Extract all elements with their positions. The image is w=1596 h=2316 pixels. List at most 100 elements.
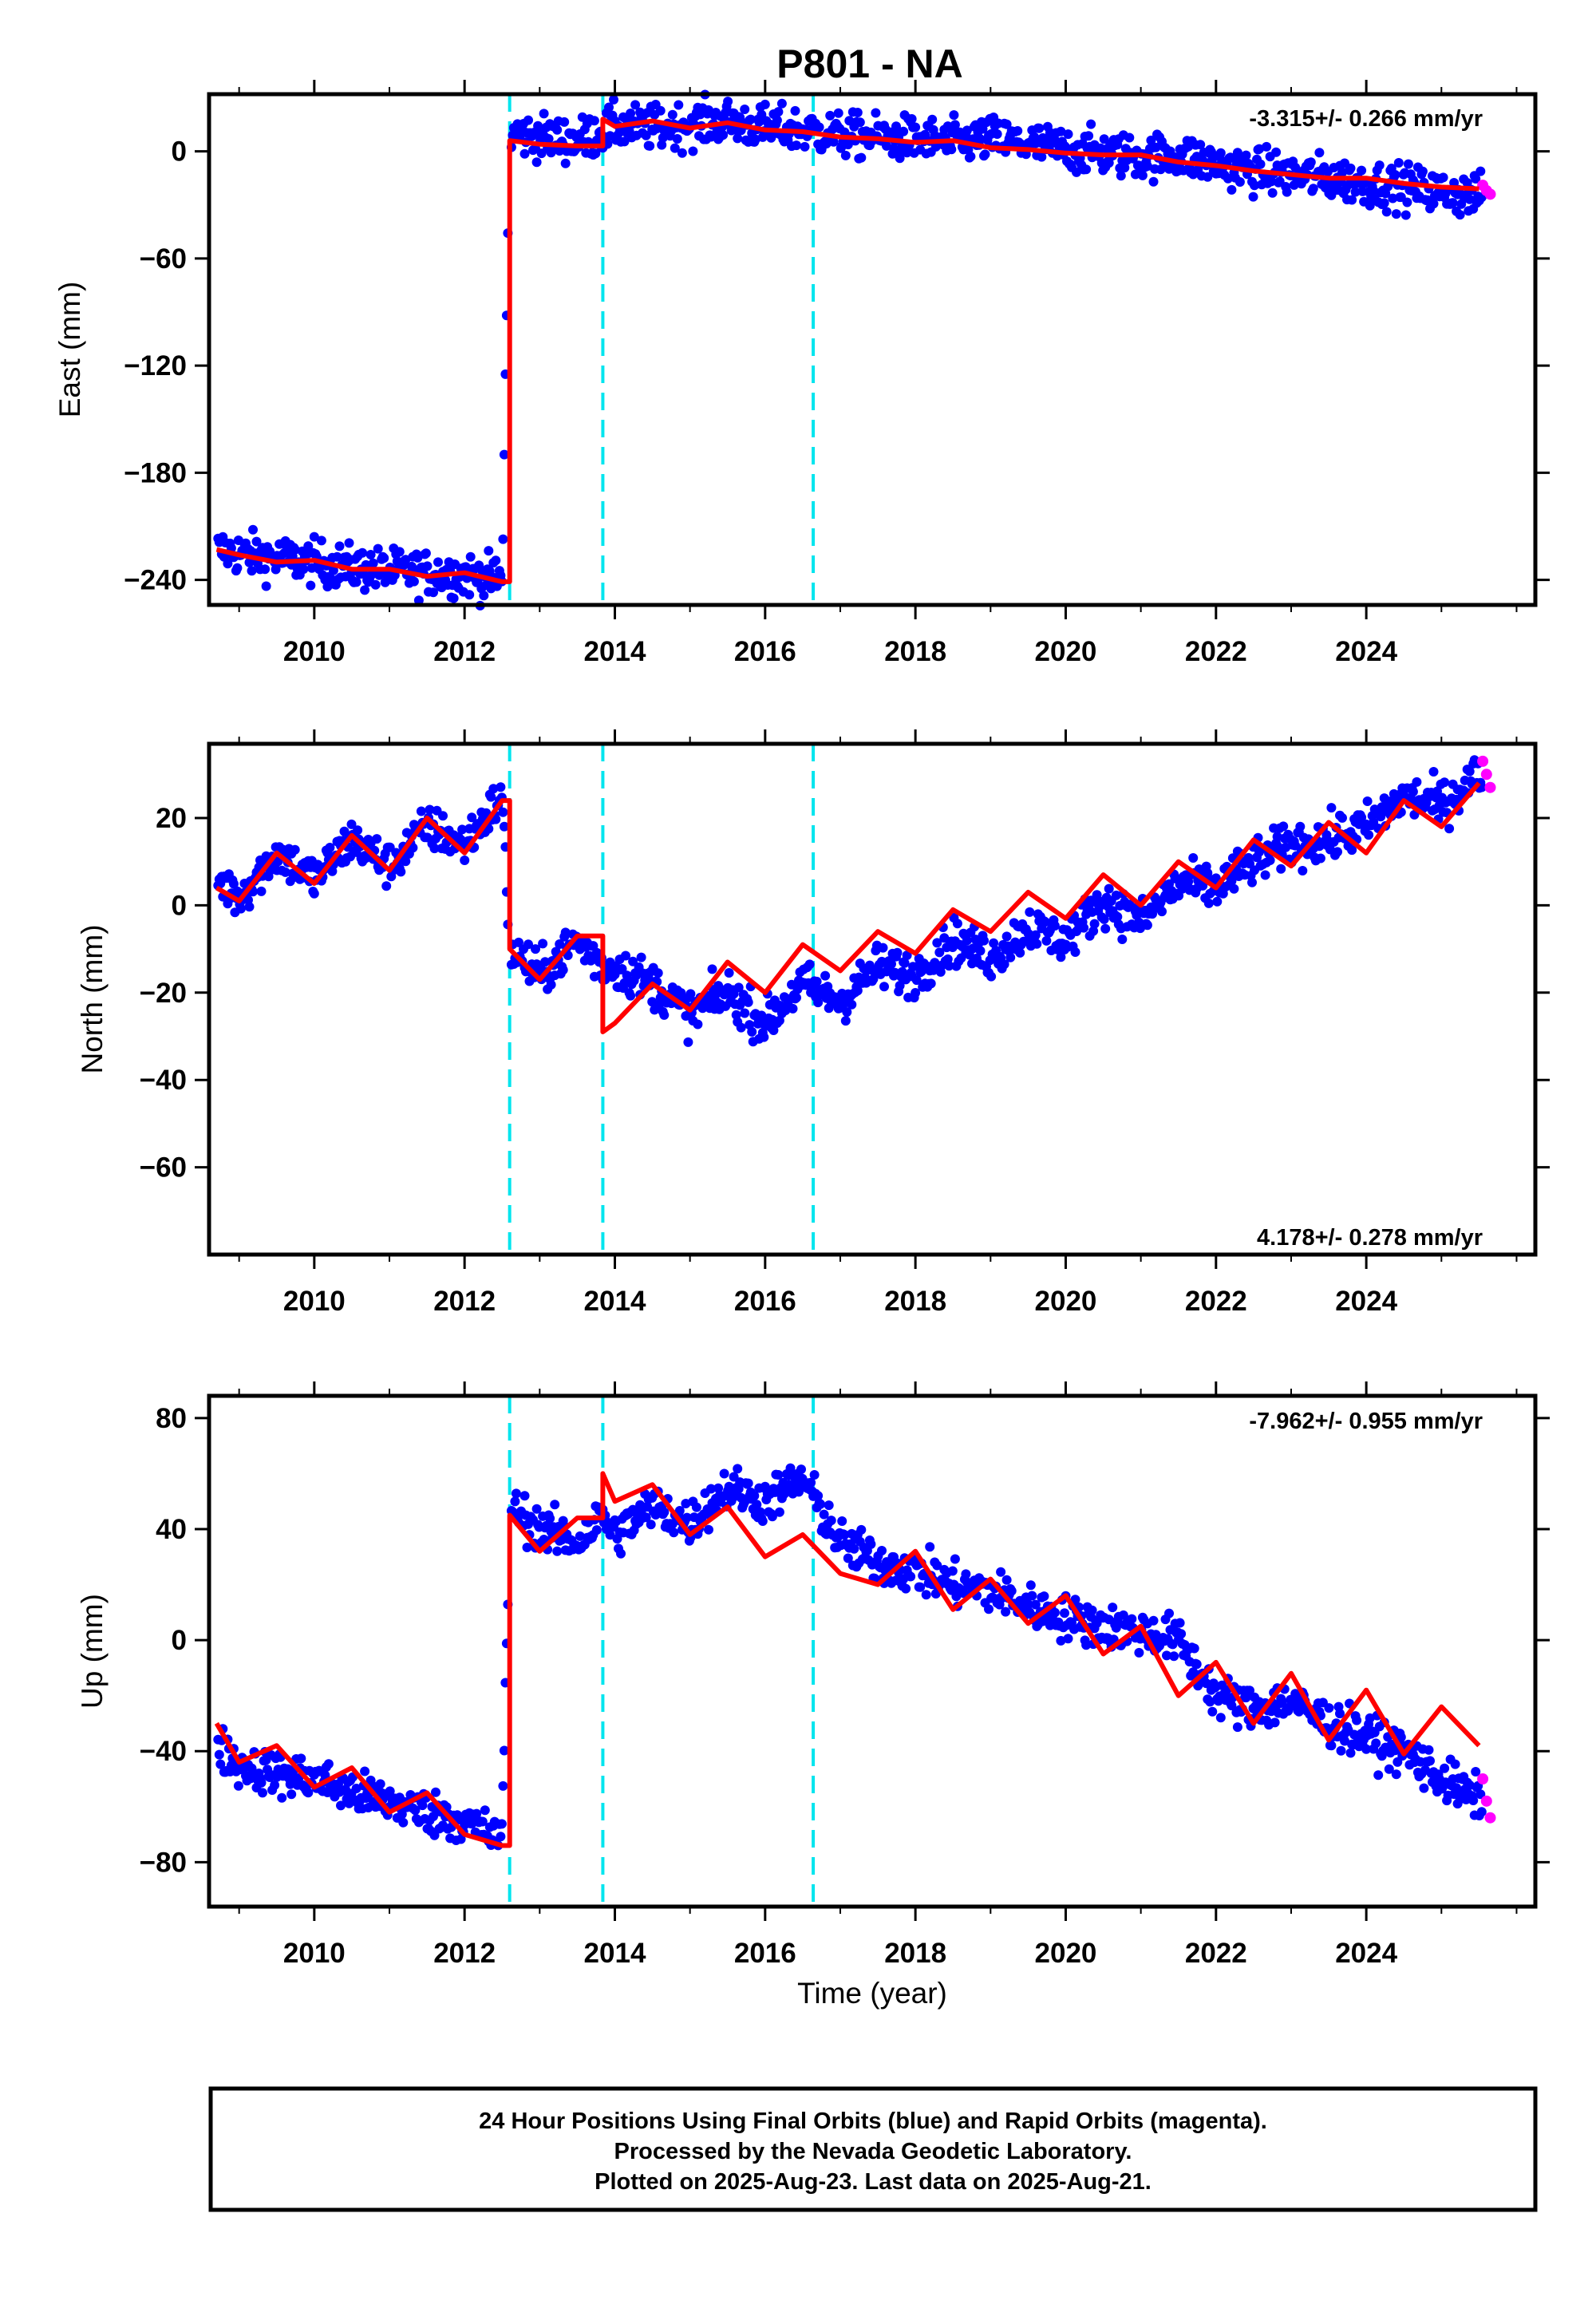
final-point [334, 541, 345, 551]
final-point [790, 105, 800, 116]
final-point [460, 562, 471, 572]
final-point [1070, 947, 1080, 957]
final-point [1390, 170, 1400, 180]
final-point [1255, 159, 1266, 169]
final-point [1438, 172, 1448, 183]
final-point [816, 1499, 826, 1509]
final-point [1274, 842, 1284, 852]
final-point [408, 843, 418, 853]
x-tick-label: 2018 [884, 636, 946, 667]
final-point [691, 1502, 701, 1512]
final-point [1079, 923, 1089, 933]
final-point [630, 100, 641, 110]
final-point [1278, 821, 1289, 832]
final-point [833, 108, 843, 118]
final-point [375, 1779, 385, 1789]
x-tick-label: 2010 [283, 636, 346, 667]
final-point [681, 1512, 692, 1523]
final-point [749, 1491, 760, 1501]
final-point [745, 114, 756, 124]
final-point [1034, 123, 1045, 133]
x-tick-label: 2012 [433, 1938, 496, 1969]
final-point [706, 1484, 716, 1494]
final-point [560, 927, 571, 938]
final-point [619, 136, 630, 147]
x-tick-label: 2020 [1035, 1286, 1097, 1317]
x-tick-label: 2018 [884, 1938, 946, 1969]
final-point [256, 1777, 267, 1788]
final-point [499, 1745, 509, 1756]
final-point [522, 1543, 532, 1552]
east-x-tick-labels: 2010 2012 2014 2016 2018 2020 2022 2024 [283, 636, 1398, 667]
final-point [247, 566, 257, 576]
final-point [368, 558, 378, 568]
final-point [809, 1470, 820, 1480]
final-point [417, 1800, 428, 1811]
final-point [235, 903, 246, 914]
final-point [796, 1464, 806, 1475]
y-tick-label: −40 [140, 1065, 187, 1096]
final-point [927, 114, 938, 124]
final-point [837, 1516, 847, 1526]
final-point [879, 982, 889, 992]
final-point [401, 555, 411, 565]
final-point [1001, 1607, 1011, 1617]
final-point [1247, 877, 1257, 887]
final-point [1364, 830, 1374, 840]
final-point [1402, 197, 1412, 207]
final-point [277, 1792, 287, 1803]
final-point [228, 879, 239, 889]
up-plot-area [209, 1396, 1535, 1907]
final-point [1092, 890, 1102, 900]
up-final-series [213, 1463, 1487, 1851]
final-point [824, 1500, 834, 1511]
final-point [843, 1553, 853, 1563]
final-point [760, 1481, 770, 1492]
final-point [616, 1548, 626, 1559]
final-point [713, 1483, 724, 1493]
final-point [1063, 1634, 1073, 1644]
final-point [533, 121, 543, 131]
final-point [878, 943, 888, 953]
up-frame [207, 1393, 1538, 1909]
final-point [677, 148, 687, 158]
final-point [1124, 899, 1135, 910]
final-point [1271, 147, 1282, 157]
final-point [1306, 157, 1316, 168]
final-point [792, 993, 801, 1003]
final-point [961, 1569, 971, 1579]
final-point [944, 961, 954, 971]
final-point [1084, 131, 1094, 141]
x-tick-label: 2012 [433, 1286, 496, 1317]
final-point [1108, 1603, 1118, 1613]
final-point [296, 1753, 306, 1764]
final-point [1471, 174, 1481, 184]
final-point [555, 939, 565, 949]
final-point [1314, 148, 1325, 158]
final-point [877, 1546, 887, 1555]
final-point [232, 563, 243, 573]
final-point [322, 582, 333, 592]
final-point [1262, 141, 1272, 152]
final-point [1198, 880, 1208, 891]
final-point [1235, 177, 1245, 187]
final-point [1425, 1756, 1435, 1766]
final-point [1148, 176, 1159, 187]
final-point [365, 550, 376, 559]
final-point [895, 981, 905, 990]
final-point [1001, 1575, 1012, 1585]
final-point [1450, 1759, 1460, 1769]
final-point [1175, 1618, 1185, 1628]
north-panel: 2010 2012 2014 2016 2018 2020 2022 2024 20 0 −20 −… [76, 729, 1550, 1317]
final-point [303, 1788, 314, 1798]
final-point [457, 824, 468, 835]
final-point [812, 976, 822, 986]
final-point [1276, 864, 1286, 874]
footer-frame [208, 2086, 1538, 2212]
final-point [1037, 152, 1047, 162]
final-point [1041, 935, 1052, 946]
final-point [1335, 1709, 1345, 1719]
final-point [1056, 126, 1066, 136]
final-point [464, 590, 475, 600]
final-point [826, 1516, 836, 1526]
